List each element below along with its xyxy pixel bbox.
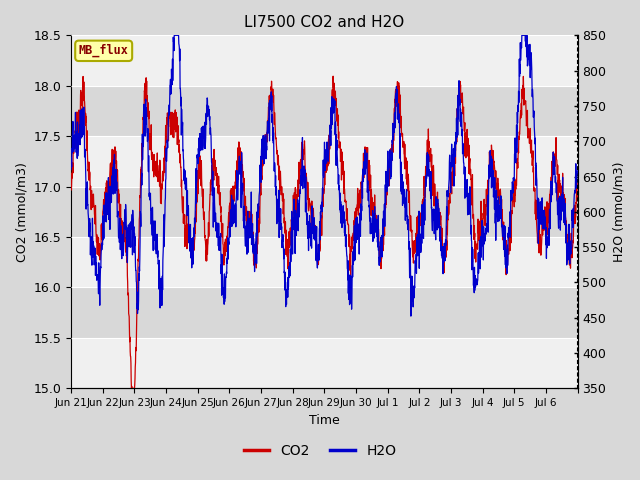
Bar: [71, 187, 577, 237]
Bar: [71, 86, 577, 136]
Legend: CO2, H2O: CO2, H2O: [238, 438, 402, 464]
Bar: [71, 136, 577, 187]
Bar: [71, 338, 577, 388]
Text: MB_flux: MB_flux: [79, 44, 129, 58]
Bar: [71, 36, 577, 86]
Bar: [71, 288, 577, 338]
Y-axis label: CO2 (mmol/m3): CO2 (mmol/m3): [15, 162, 28, 262]
Bar: [71, 237, 577, 288]
X-axis label: Time: Time: [309, 414, 340, 427]
Y-axis label: H2O (mmol/m3): H2O (mmol/m3): [612, 162, 625, 262]
Title: LI7500 CO2 and H2O: LI7500 CO2 and H2O: [244, 15, 404, 30]
